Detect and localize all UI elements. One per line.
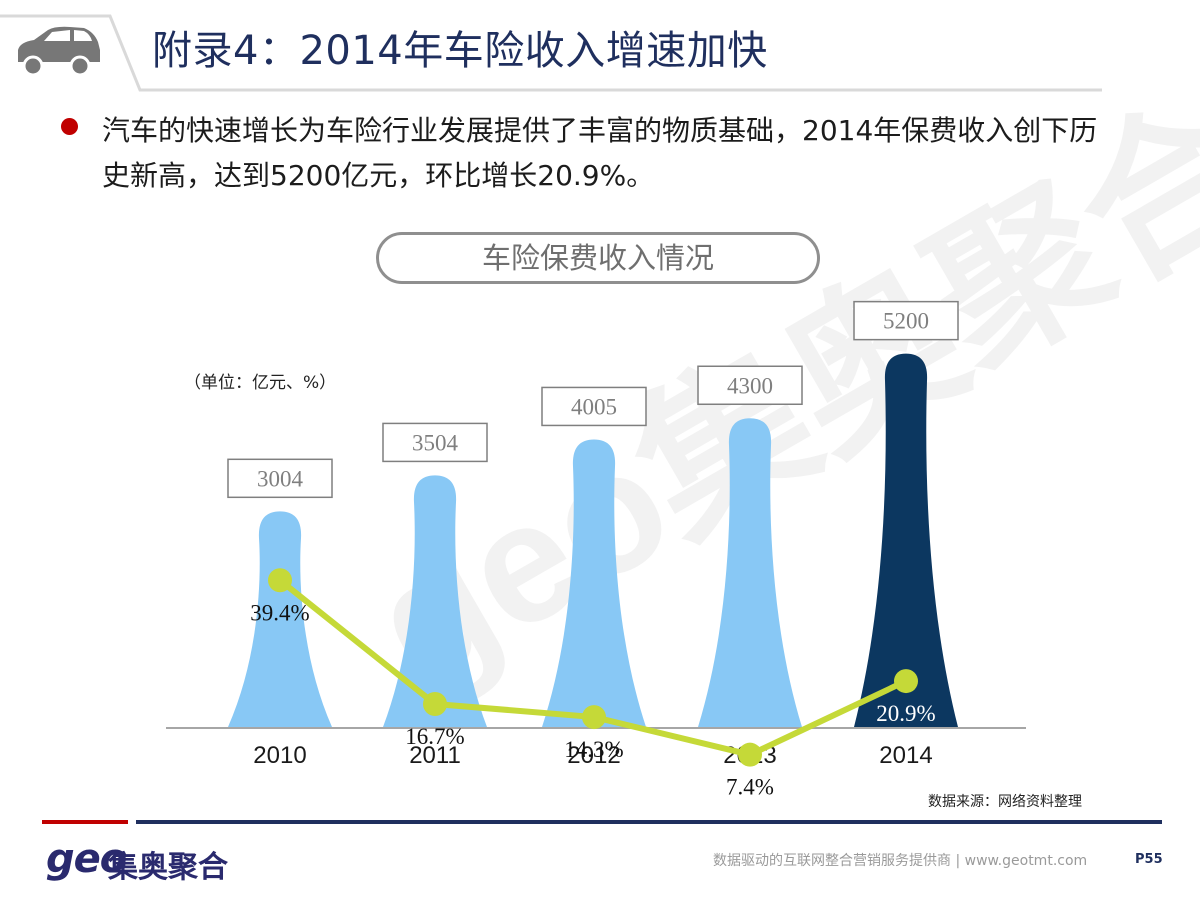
- bar-2013: [698, 418, 802, 727]
- category-label: 2012: [567, 742, 620, 769]
- rate-point: [582, 705, 606, 730]
- value-label-box: [227, 458, 333, 499]
- category-label: 2010: [253, 742, 306, 769]
- category-label: 2014: [879, 742, 932, 769]
- rate-label: 39.4%: [250, 600, 309, 625]
- chart-title: 车险保费收入情况: [376, 232, 820, 284]
- category-label: 2011: [409, 742, 461, 769]
- rate-point: [423, 691, 447, 716]
- bar-2011: [383, 475, 487, 727]
- header-graphic: [0, 14, 1102, 92]
- source-note: 数据来源：网络资料整理: [928, 794, 1082, 810]
- rate-label: 14.3%: [564, 737, 623, 762]
- bar-2012: [542, 439, 646, 727]
- bar-2010: [228, 511, 332, 727]
- rate-point: [738, 742, 762, 767]
- unit-note: （单位：亿元、%）: [184, 373, 337, 393]
- footer-tagline: 数据驱动的互联网整合营销服务提供商 | www.geotmt.com: [713, 853, 1088, 869]
- page-number: P55: [1135, 852, 1163, 867]
- bar-2014: [854, 353, 958, 727]
- logo-latin: geo: [46, 836, 127, 882]
- page-title: 附录4：2014年车险收入增速加快: [152, 28, 768, 74]
- value-label: 4300: [727, 373, 773, 398]
- value-label-box: [382, 422, 488, 463]
- value-label: 3004: [257, 466, 304, 491]
- logo-cn: 集奥聚合: [108, 850, 228, 885]
- rate-point: [268, 568, 292, 593]
- value-label-box: [697, 365, 803, 406]
- rate-label: 16.7%: [405, 724, 464, 749]
- value-label-box: [541, 386, 647, 427]
- rate-label: 7.4%: [726, 775, 774, 800]
- car-icon: [18, 26, 100, 77]
- value-label-box: [853, 300, 959, 341]
- rate-label: 20.9%: [876, 701, 935, 726]
- value-label: 4005: [571, 394, 617, 419]
- value-label: 3504: [412, 430, 459, 455]
- rate-point: [894, 669, 918, 694]
- bullet-dot: [61, 118, 78, 135]
- value-label: 5200: [883, 309, 929, 334]
- bullet-text: 汽车的快速增长为车险行业发展提供了丰富的物质基础，2014年保费收入创下历史新高…: [102, 114, 1098, 192]
